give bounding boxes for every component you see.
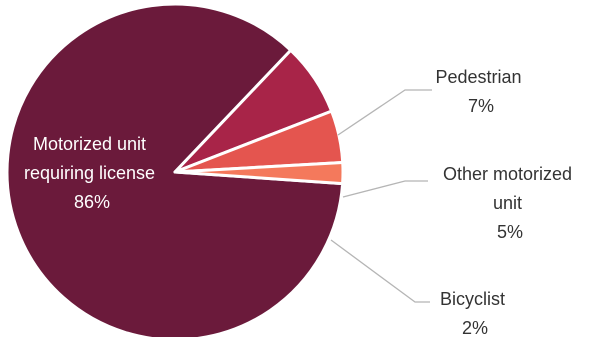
- leader-line-other-motorized-unit: [342, 180, 428, 198]
- leader-line-bicyclist: [330, 239, 430, 303]
- leader-line-pedestrian: [337, 89, 432, 136]
- slice-label-other-motorized-unit: Other motorized unit 5%: [443, 164, 577, 242]
- pie-slices: [5, 2, 345, 337]
- slice-label-pedestrian: Pedestrian 7%: [435, 67, 526, 116]
- pie-slice-bicyclist: [173, 161, 345, 186]
- slice-label-bicyclist: Bicyclist 2%: [440, 289, 510, 337]
- slice-label-motorized-unit: Motorized unit requiring license 86%: [24, 134, 160, 212]
- leader-lines: [330, 89, 432, 303]
